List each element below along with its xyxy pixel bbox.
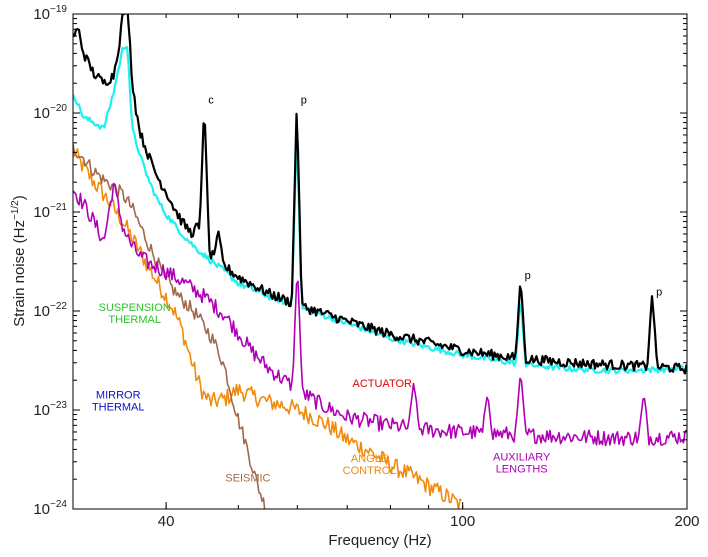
peak-label-c: c: [208, 95, 214, 107]
y-axis-label: Strain noise (Hz−1/2): [10, 195, 28, 326]
peak-label-p: p: [656, 287, 662, 299]
auxiliary-lengths-label-line: AUXILIARY: [493, 451, 551, 463]
y-tick-label: 10−22: [33, 301, 67, 320]
y-tick-base: 10: [33, 105, 50, 122]
y-tick-base: 10: [33, 501, 50, 518]
y-tick-base: 10: [33, 402, 50, 419]
actuator-label-line: ACTUATOR: [352, 378, 412, 390]
y-tick-label: 10−24: [33, 499, 67, 518]
seismic-label-line: SEISMIC: [225, 472, 270, 484]
angle-control-label: ANGLE CONTROL: [343, 453, 397, 477]
y-axis-label-exponent: −1/2: [10, 200, 21, 220]
y-tick-exponent: −24: [50, 499, 67, 510]
series-auxiliary-lengths: [73, 182, 687, 447]
auxiliary-lengths-label: AUXILIARY LENGTHS: [493, 451, 551, 475]
seismic-label: SEISMIC: [225, 472, 270, 484]
peak-label-p: p: [301, 95, 307, 107]
y-tick-base: 10: [33, 204, 50, 221]
actuator-label: ACTUATOR: [352, 378, 412, 390]
mirror-thermal-label-line: MIRROR: [96, 390, 141, 402]
plot-background: [73, 14, 687, 509]
y-axis-label-main: Strain noise (Hz: [11, 220, 28, 327]
y-tick-exponent: −22: [50, 301, 67, 312]
peak-label-p: p: [525, 270, 531, 282]
x-tick-label: 200: [674, 513, 699, 530]
x-axis-label: Frequency (Hz): [328, 532, 431, 549]
x-tick-label: 40: [158, 513, 175, 530]
y-tick-label: 10−23: [33, 400, 67, 419]
y-tick-exponent: −21: [50, 202, 67, 213]
angle-control-label-line: CONTROL: [343, 465, 397, 477]
y-tick-base: 10: [33, 6, 50, 23]
axes-layer: [72, 13, 688, 510]
y-tick-exponent: −23: [50, 400, 67, 411]
mirror-thermal-label: MIRROR THERMAL: [92, 390, 145, 414]
series-measured: [73, 14, 687, 375]
angle-control-label-line: ANGLE: [351, 453, 388, 465]
x-tick-label: 100: [450, 513, 475, 530]
y-tick-label: 10−19: [33, 4, 67, 23]
suspension-thermal-label-line: SUSPENSION: [99, 302, 171, 314]
y-tick-label: 10−21: [33, 202, 67, 221]
plot-frame: [72, 13, 688, 510]
y-tick-exponent: −20: [50, 103, 67, 114]
y-axis-label-close: ): [11, 195, 28, 200]
y-tick-exponent: −19: [50, 4, 67, 15]
series-seismic: [73, 143, 266, 509]
mirror-thermal-label-line: THERMAL: [92, 402, 145, 414]
y-tick-label: 10−20: [33, 103, 67, 122]
series-layer: [73, 14, 687, 509]
suspension-thermal-label-line: THERMAL: [108, 314, 161, 326]
series-shot-noise: [73, 45, 687, 375]
series-angle-control: [73, 147, 462, 509]
peak-label-layer: c p p p: [208, 95, 662, 299]
y-tick-base: 10: [33, 303, 50, 320]
auxiliary-lengths-label-line: LENGTHS: [496, 463, 548, 475]
suspension-thermal-label: SUSPENSION THERMAL: [99, 302, 171, 326]
